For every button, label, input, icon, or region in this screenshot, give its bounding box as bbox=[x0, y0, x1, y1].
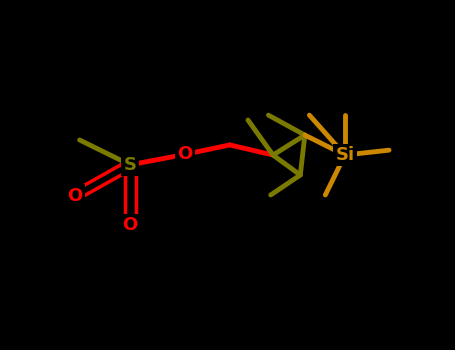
Text: O: O bbox=[122, 216, 138, 234]
Text: S: S bbox=[124, 156, 136, 174]
Text: O: O bbox=[67, 187, 83, 205]
Text: Si: Si bbox=[335, 146, 354, 164]
Text: O: O bbox=[177, 145, 193, 163]
